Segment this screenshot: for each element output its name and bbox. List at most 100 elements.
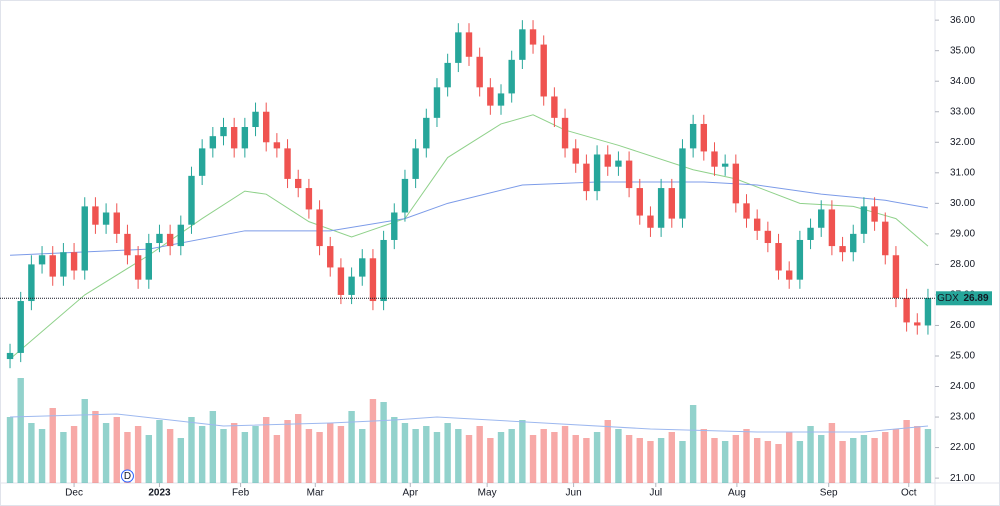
volume-bar bbox=[92, 411, 99, 483]
candle-body bbox=[38, 255, 46, 265]
volume-bar bbox=[401, 423, 409, 483]
candle-body bbox=[679, 148, 686, 219]
candle-body bbox=[764, 230, 772, 244]
candle-body bbox=[81, 206, 88, 271]
volume-bar bbox=[775, 444, 782, 483]
volume-bar bbox=[561, 426, 569, 483]
candle-body bbox=[647, 215, 654, 228]
candle-body bbox=[561, 117, 569, 149]
volume-bar bbox=[615, 429, 622, 483]
volume-bar bbox=[540, 429, 547, 483]
candle-body bbox=[305, 188, 313, 210]
volume-bar bbox=[497, 432, 505, 483]
candle-body bbox=[60, 252, 67, 277]
volume-bar bbox=[572, 435, 579, 483]
candle-body bbox=[615, 160, 622, 167]
candle-body bbox=[348, 276, 355, 295]
candle-body bbox=[156, 233, 163, 244]
candle-body bbox=[284, 148, 291, 179]
volume-bar bbox=[284, 420, 291, 483]
y-tick-label: 35.00 bbox=[950, 45, 975, 56]
volume-bar bbox=[657, 438, 665, 483]
volume-bar bbox=[49, 408, 56, 483]
volume-bar bbox=[892, 429, 900, 483]
volume-bar bbox=[700, 429, 708, 483]
candle-body bbox=[295, 178, 302, 189]
volume-bar bbox=[721, 441, 729, 483]
candle-body bbox=[593, 154, 601, 192]
volume-bar bbox=[316, 432, 323, 483]
y-tick-label: 23.00 bbox=[950, 412, 975, 423]
volume-bar bbox=[487, 438, 494, 483]
candle-body bbox=[412, 148, 419, 179]
volume-bar bbox=[850, 438, 857, 483]
candle-body bbox=[369, 258, 377, 302]
candle-body bbox=[924, 297, 932, 326]
volume-bar bbox=[348, 411, 355, 483]
candle-body bbox=[465, 32, 473, 57]
y-tick-label: 33.00 bbox=[950, 106, 975, 117]
candle-body bbox=[657, 188, 665, 228]
candle-body bbox=[721, 163, 729, 167]
volume-pane bbox=[6, 378, 932, 483]
volume-bar bbox=[882, 432, 889, 483]
volume-bar bbox=[753, 438, 761, 483]
candle-body bbox=[871, 206, 878, 222]
x-tick-label: Jul bbox=[649, 488, 662, 499]
volume-bar bbox=[423, 426, 430, 483]
candle-body bbox=[487, 87, 494, 106]
volume-bar bbox=[529, 435, 537, 483]
candle-body bbox=[583, 163, 590, 192]
volume-bar bbox=[209, 411, 217, 483]
x-tick-label: Feb bbox=[232, 488, 250, 499]
y-tick-label: 22.00 bbox=[950, 442, 975, 453]
volume-bar bbox=[38, 429, 46, 483]
x-tick-label: Mar bbox=[307, 488, 325, 499]
x-tick-label: Apr bbox=[403, 488, 419, 499]
candle-body bbox=[177, 224, 185, 247]
candle-body bbox=[273, 142, 281, 149]
candle-body bbox=[818, 209, 825, 228]
candle-body bbox=[327, 246, 334, 268]
candle-body bbox=[807, 227, 814, 240]
volume-bar bbox=[359, 429, 366, 483]
y-tick-label: 21.00 bbox=[950, 473, 975, 484]
volume-bar bbox=[412, 429, 419, 483]
candle-body bbox=[892, 255, 900, 298]
volume-bar bbox=[465, 435, 473, 483]
volume-bar bbox=[156, 420, 163, 483]
volume-bar bbox=[262, 417, 270, 483]
candle-body bbox=[198, 148, 206, 176]
x-tick-label: Aug bbox=[728, 488, 746, 499]
moving-average-line bbox=[9, 114, 929, 360]
volume-bar bbox=[476, 426, 483, 483]
candle-body bbox=[668, 188, 675, 219]
candle-body bbox=[828, 209, 836, 247]
candle-body bbox=[124, 233, 131, 256]
x-tick-label: Jun bbox=[566, 488, 582, 499]
volume-bar bbox=[455, 429, 462, 483]
candle-body bbox=[70, 252, 78, 271]
candle-body bbox=[529, 29, 537, 45]
candle-body bbox=[839, 246, 846, 253]
candle-body bbox=[753, 218, 761, 231]
candle-body bbox=[476, 56, 483, 88]
volume-bar bbox=[102, 423, 110, 483]
candle-body bbox=[49, 255, 56, 277]
volume-bar bbox=[327, 423, 334, 483]
volume-bar bbox=[188, 417, 195, 483]
volume-bar bbox=[124, 432, 131, 483]
volume-bar bbox=[743, 429, 750, 483]
candle-body bbox=[241, 127, 249, 149]
y-tick-label: 32.00 bbox=[950, 137, 975, 148]
candle-body bbox=[519, 29, 526, 60]
candle-body bbox=[28, 264, 35, 302]
candle-body bbox=[230, 127, 238, 149]
last-price-label: 26.89 bbox=[963, 293, 988, 304]
volume-bar bbox=[636, 438, 643, 483]
volume-bar bbox=[508, 429, 515, 483]
y-tick-label: 31.00 bbox=[950, 167, 975, 178]
candle-body bbox=[700, 123, 708, 152]
candle-body bbox=[401, 178, 409, 213]
volume-bar bbox=[17, 378, 24, 483]
